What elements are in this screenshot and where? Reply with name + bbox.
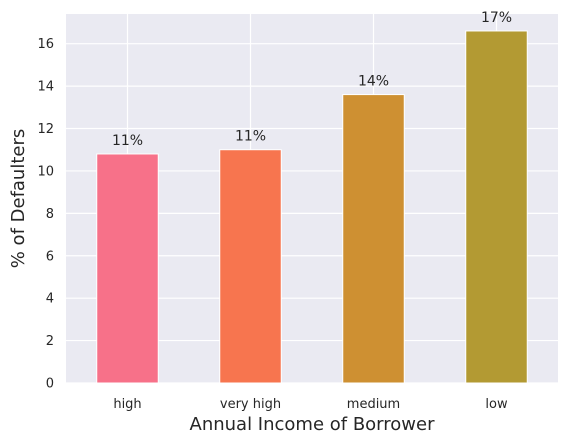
y-axis-ticks: 0 2 4 6 8 10 12 14 16 — [37, 37, 54, 391]
bar-data-label: 17% — [481, 10, 512, 26]
y-tick-label: 14 — [37, 80, 54, 95]
x-tick-label: low — [485, 397, 508, 412]
bar-low — [465, 30, 528, 384]
bar-labels: 11% 11% 14% 17% — [112, 10, 512, 149]
y-tick-label: 10 — [37, 164, 54, 179]
y-tick-label: 0 — [46, 377, 54, 392]
bar-data-label: 11% — [235, 129, 266, 145]
y-tick-label: 16 — [37, 37, 54, 52]
bar-high — [96, 153, 159, 384]
y-tick-label: 2 — [46, 334, 54, 349]
x-tick-label: high — [113, 397, 141, 412]
bar-data-label: 14% — [358, 74, 389, 90]
y-axis-label: % of Defaulters — [8, 129, 29, 269]
bars — [96, 30, 528, 384]
bar-data-label: 11% — [112, 133, 143, 149]
y-tick-label: 4 — [46, 292, 54, 307]
bar-very-high — [219, 149, 282, 384]
x-axis-label: Annual Income of Borrower — [190, 414, 436, 435]
y-tick-label: 12 — [37, 122, 54, 137]
x-tick-label: medium — [347, 397, 400, 412]
bar-medium — [342, 94, 405, 384]
x-axis-ticks: high very high medium low — [113, 397, 508, 412]
y-tick-label: 8 — [46, 207, 54, 222]
y-tick-label: 6 — [46, 249, 54, 264]
x-tick-label: very high — [220, 397, 281, 412]
